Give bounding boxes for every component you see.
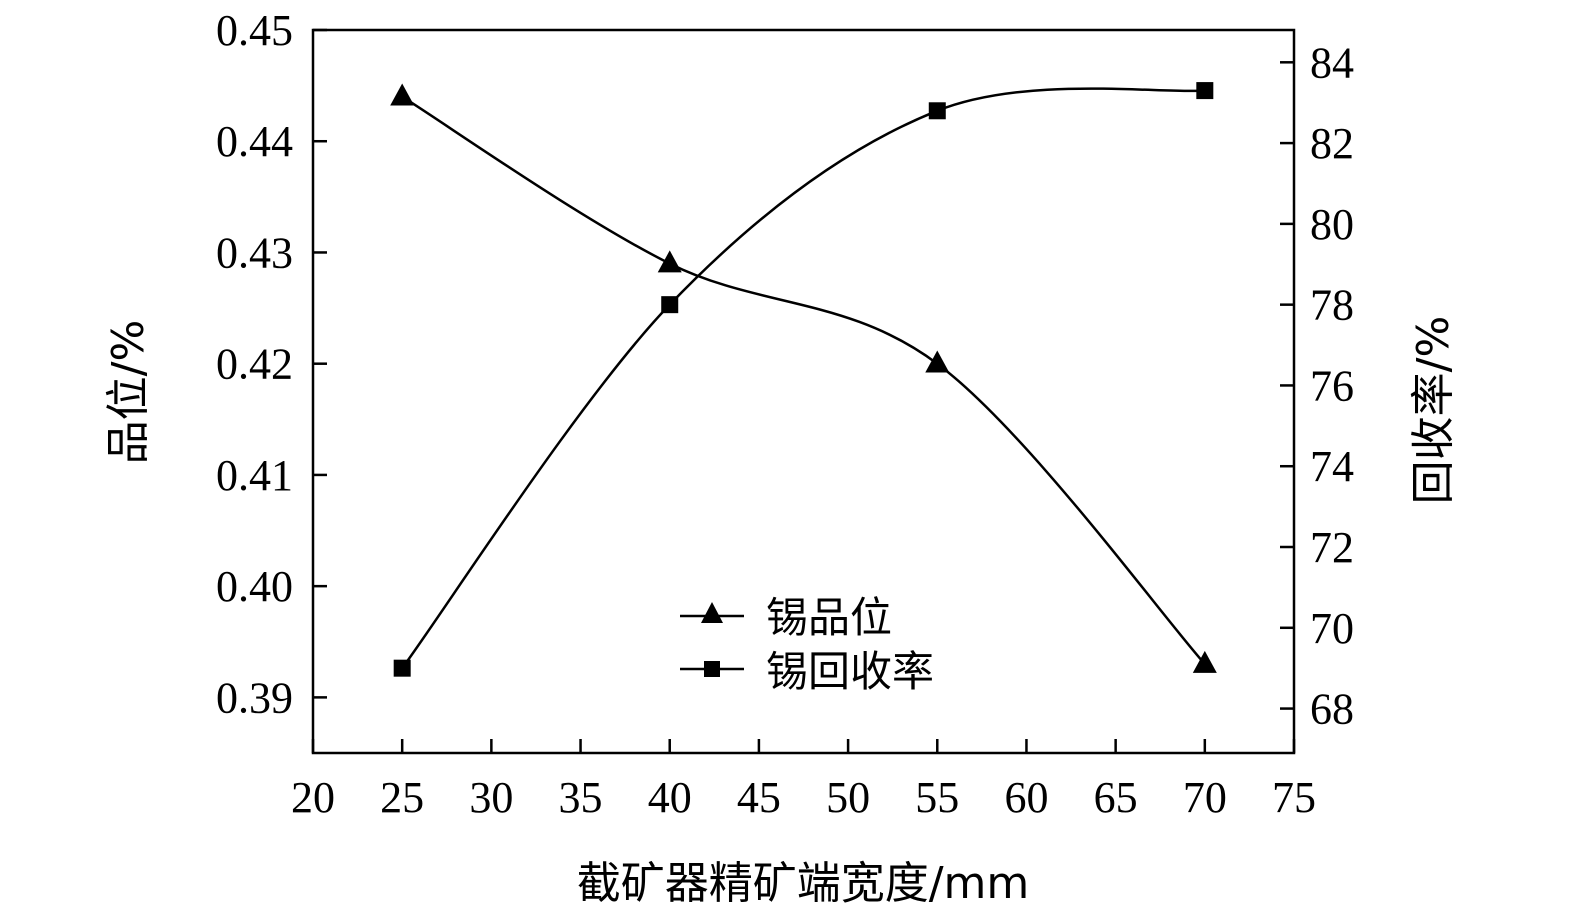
right-y-axis-title: 回收率/% xyxy=(1408,316,1459,505)
x-tick-label: 60 xyxy=(1004,773,1048,822)
data-point-square xyxy=(928,102,946,120)
x-tick-label: 70 xyxy=(1183,773,1227,822)
right-y-tick-label: 70 xyxy=(1310,604,1354,653)
x-tick-label: 45 xyxy=(737,773,781,822)
legend: 锡品位 锡回收率 xyxy=(680,593,934,696)
data-point-triangle xyxy=(390,83,415,106)
left-y-tick-label: 0.41 xyxy=(216,451,293,500)
data-point-square xyxy=(1196,82,1214,100)
data-point-square xyxy=(393,659,411,677)
series-layer xyxy=(390,82,1217,677)
right-y-tick-label: 80 xyxy=(1310,200,1354,249)
right-y-tick-label: 76 xyxy=(1310,361,1354,410)
series-line-tin-grade xyxy=(401,95,1206,665)
right-y-tick-label: 72 xyxy=(1310,523,1354,572)
right-y-tick-label: 82 xyxy=(1310,119,1354,168)
x-tick-label: 50 xyxy=(826,773,870,822)
legend-marker-triangle xyxy=(701,602,723,623)
left-y-axis-ticks: 0.39 0.40 0.41 0.42 0.43 0.44 0.45 xyxy=(216,6,327,722)
left-y-tick-label: 0.40 xyxy=(216,562,293,611)
x-tick-label: 65 xyxy=(1094,773,1138,822)
x-tick-label: 35 xyxy=(559,773,603,822)
left-y-tick-label: 0.44 xyxy=(216,117,293,166)
legend-label-tin-grade: 锡品位 xyxy=(766,593,892,642)
right-y-tick-label: 68 xyxy=(1310,685,1354,734)
x-axis-title: 截矿器精矿端宽度/mm xyxy=(577,858,1030,909)
series-line-tin-recovery xyxy=(401,87,1205,669)
x-tick-label: 20 xyxy=(291,773,335,822)
left-y-tick-label: 0.45 xyxy=(216,6,293,55)
left-y-tick-label: 0.42 xyxy=(216,340,293,389)
x-tick-label: 30 xyxy=(469,773,513,822)
data-point-square xyxy=(661,296,679,314)
right-y-axis-ticks: 68 70 72 74 76 78 80 82 84 xyxy=(1280,38,1354,734)
right-y-tick-label: 84 xyxy=(1310,38,1354,87)
left-y-tick-label: 0.43 xyxy=(216,228,293,277)
data-point-triangle xyxy=(1192,650,1217,673)
left-y-tick-label: 0.39 xyxy=(216,673,293,722)
right-y-tick-label: 78 xyxy=(1310,281,1354,330)
x-tick-label: 25 xyxy=(380,773,424,822)
right-y-tick-label: 74 xyxy=(1310,442,1354,491)
data-point-triangle xyxy=(925,350,950,373)
x-tick-label: 40 xyxy=(648,773,692,822)
x-tick-label: 55 xyxy=(915,773,959,822)
legend-label-tin-recovery: 锡回收率 xyxy=(766,647,934,696)
x-axis-ticks: 20 25 30 35 40 45 50 55 60 65 70 75 xyxy=(291,739,1316,822)
legend-marker-square xyxy=(704,661,720,677)
left-y-axis-title: 品位/% xyxy=(103,320,154,465)
plot-frame xyxy=(311,28,1296,755)
x-tick-label: 75 xyxy=(1272,773,1316,822)
data-point-triangle xyxy=(657,250,682,273)
